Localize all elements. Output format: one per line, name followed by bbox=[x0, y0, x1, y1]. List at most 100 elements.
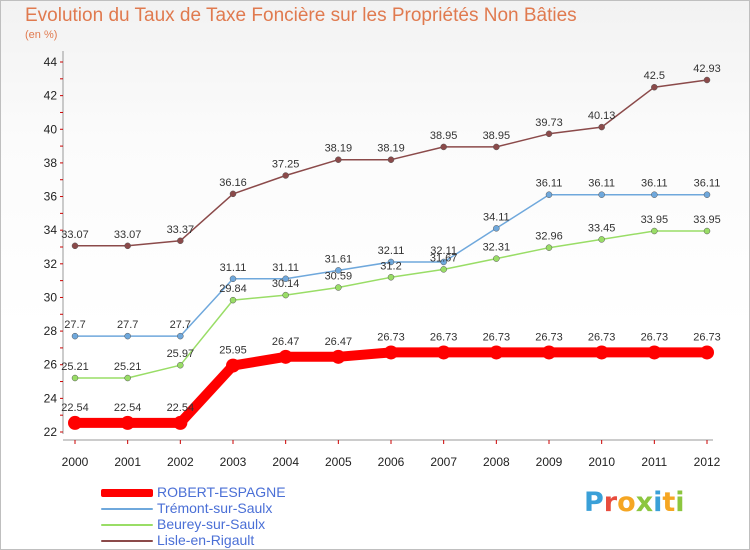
data-point bbox=[229, 296, 237, 304]
data-label: 26.73 bbox=[377, 331, 405, 343]
data-point bbox=[440, 258, 447, 266]
data-point bbox=[651, 191, 658, 198]
data-label: 32.31 bbox=[483, 242, 511, 254]
data-label: 32.11 bbox=[430, 245, 457, 257]
data-point bbox=[278, 349, 293, 364]
y-tick-label: 22 bbox=[44, 425, 58, 439]
y-tick-label: 32 bbox=[44, 257, 58, 271]
data-label: 26.47 bbox=[272, 336, 300, 348]
data-point bbox=[651, 227, 658, 235]
data-label: 32.96 bbox=[535, 231, 563, 243]
y-axis-unit: (en %) bbox=[25, 29, 58, 41]
data-point bbox=[703, 76, 711, 84]
logo-letter: i bbox=[653, 487, 663, 518]
data-point bbox=[493, 225, 500, 232]
data-label: 27.7 bbox=[64, 319, 85, 331]
legend-label: Beurey-sur-Saulx bbox=[157, 516, 266, 532]
data-label: 38.19 bbox=[377, 143, 405, 155]
data-label: 25.21 bbox=[114, 361, 142, 373]
data-point bbox=[384, 345, 398, 360]
data-label: 31.67 bbox=[430, 252, 458, 264]
x-tick-label: 2000 bbox=[62, 455, 89, 469]
data-point bbox=[229, 275, 237, 283]
data-point bbox=[120, 415, 135, 430]
data-label: 26.73 bbox=[483, 331, 511, 343]
data-point bbox=[700, 345, 714, 360]
y-tick-label: 26 bbox=[44, 358, 58, 372]
data-label: 33.95 bbox=[693, 214, 721, 226]
data-label: 42.93 bbox=[693, 63, 721, 75]
data-point bbox=[282, 172, 289, 179]
data-point bbox=[545, 130, 553, 138]
y-tick-label: 30 bbox=[44, 290, 58, 304]
data-label: 26.73 bbox=[430, 331, 458, 343]
y-tick-label: 44 bbox=[44, 55, 58, 69]
logo-letter: t bbox=[662, 487, 676, 518]
data-point bbox=[542, 345, 556, 360]
x-tick-label: 2001 bbox=[114, 455, 141, 469]
data-point bbox=[598, 191, 605, 198]
data-point bbox=[71, 242, 79, 250]
logo-letter: P bbox=[584, 487, 604, 518]
data-label: 31.11 bbox=[272, 262, 299, 274]
data-point bbox=[124, 332, 131, 340]
data-point bbox=[493, 255, 500, 262]
data-label: 33.07 bbox=[114, 229, 142, 241]
data-point bbox=[229, 190, 237, 198]
data-point bbox=[440, 266, 447, 273]
data-label: 38.95 bbox=[430, 130, 458, 142]
data-label: 39.73 bbox=[535, 117, 563, 129]
data-point bbox=[489, 345, 504, 360]
data-label: 26.73 bbox=[588, 331, 616, 343]
data-point bbox=[545, 244, 553, 251]
data-point bbox=[226, 358, 240, 373]
x-tick-label: 2002 bbox=[167, 455, 194, 469]
legend-swatch bbox=[101, 489, 153, 497]
data-label: 36.11 bbox=[694, 178, 721, 190]
data-point bbox=[335, 284, 342, 291]
data-point bbox=[651, 83, 658, 91]
data-label: 22.54 bbox=[114, 402, 142, 414]
data-label: 32.11 bbox=[378, 245, 405, 257]
data-label: 36.11 bbox=[536, 178, 563, 190]
y-tick-label: 40 bbox=[44, 122, 58, 136]
data-point bbox=[493, 143, 500, 151]
data-point bbox=[594, 345, 609, 360]
data-point bbox=[177, 361, 184, 369]
data-label: 30.14 bbox=[272, 278, 300, 290]
data-point bbox=[71, 332, 79, 340]
logo-letter: r bbox=[603, 487, 618, 518]
legend-swatch bbox=[101, 540, 153, 542]
y-tick-label: 36 bbox=[44, 190, 58, 204]
data-point bbox=[436, 345, 451, 360]
x-tick-label: 2010 bbox=[588, 455, 615, 469]
data-label: 33.07 bbox=[61, 229, 89, 241]
data-label: 25.95 bbox=[219, 345, 247, 357]
data-label: 33.45 bbox=[588, 222, 616, 234]
logo-letter: x bbox=[635, 487, 654, 518]
x-tick-label: 2007 bbox=[430, 455, 457, 469]
proxiti-logo: Proxiti bbox=[584, 487, 685, 518]
data-label: 38.95 bbox=[483, 130, 511, 142]
data-label: 31.2 bbox=[380, 260, 401, 272]
x-tick-label: 2009 bbox=[536, 455, 563, 469]
data-label: 42.5 bbox=[644, 70, 665, 82]
data-point bbox=[177, 237, 184, 245]
x-tick-label: 2008 bbox=[483, 455, 510, 469]
x-tick-label: 2012 bbox=[694, 455, 721, 469]
data-label: 31.11 bbox=[220, 262, 247, 274]
data-point bbox=[440, 143, 447, 151]
data-label: 38.19 bbox=[325, 143, 353, 155]
data-label: 31.61 bbox=[325, 253, 353, 265]
data-label: 30.59 bbox=[325, 271, 353, 283]
data-label: 26.73 bbox=[641, 331, 669, 343]
data-point bbox=[598, 236, 605, 243]
data-label: 37.25 bbox=[272, 159, 300, 171]
data-point bbox=[387, 274, 395, 281]
data-point bbox=[282, 291, 289, 299]
y-tick-label: 38 bbox=[44, 156, 58, 170]
x-tick-label: 2006 bbox=[378, 455, 405, 469]
data-label: 29.84 bbox=[219, 283, 247, 295]
data-point bbox=[173, 415, 188, 430]
